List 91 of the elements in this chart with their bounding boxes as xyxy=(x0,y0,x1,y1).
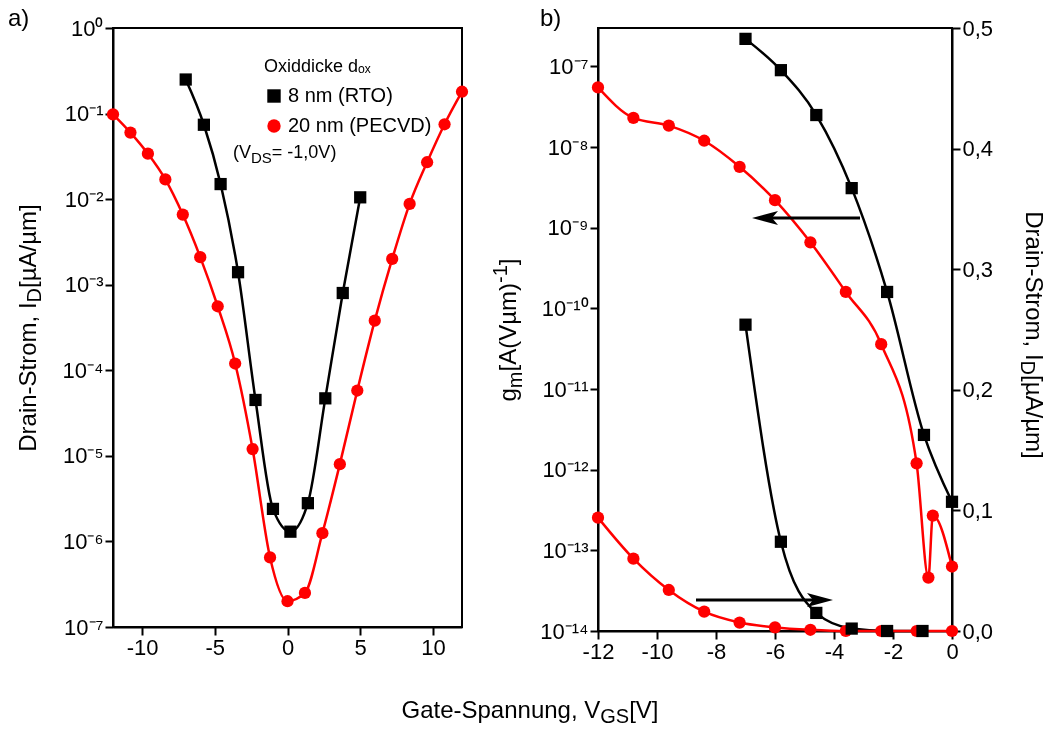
point xyxy=(662,119,675,132)
x-tick-label: 5 xyxy=(354,634,367,660)
point xyxy=(591,81,605,94)
legend-title: Oxiddicke dₒₓ xyxy=(264,56,371,76)
point xyxy=(266,502,280,516)
point xyxy=(159,173,172,186)
point xyxy=(875,338,888,351)
y-tick-label: 10⁻¹⁰ xyxy=(541,295,589,321)
point xyxy=(263,551,277,564)
y-tick-label: 10⁻¹² xyxy=(542,457,589,483)
point xyxy=(768,194,782,207)
point xyxy=(106,108,120,121)
y-tick-label: 10⁻³ xyxy=(64,272,104,298)
point xyxy=(627,111,640,125)
point xyxy=(368,314,381,327)
y-tick-label: 10⁻⁷ xyxy=(549,53,589,79)
point xyxy=(420,156,434,169)
point xyxy=(945,560,959,573)
point xyxy=(733,160,746,173)
point xyxy=(231,266,245,279)
point xyxy=(880,285,894,299)
y2-tick-label: 0,4 xyxy=(962,136,994,162)
x-tick-label: -6 xyxy=(765,638,786,664)
point xyxy=(910,457,923,470)
x-tick-label: -10 xyxy=(126,634,159,660)
y-tick-label: 10⁻¹ xyxy=(64,101,104,127)
x-axis-title: Gate-Spannung, V$_{GS}$[V] xyxy=(401,695,659,729)
point xyxy=(246,442,259,456)
point xyxy=(176,208,189,221)
point xyxy=(211,300,224,313)
annotation: (V$_{DS}$= -1,0V) xyxy=(233,142,337,166)
point xyxy=(810,108,823,122)
point xyxy=(386,252,399,266)
y-tick-label: 10⁻⁹ xyxy=(547,215,589,241)
point xyxy=(301,497,314,510)
point xyxy=(455,85,469,98)
y-tick-label: 10⁻⁶ xyxy=(62,528,104,554)
point xyxy=(917,428,931,442)
point xyxy=(774,64,788,77)
point xyxy=(839,285,852,299)
point xyxy=(229,357,242,370)
y-tick-label: 10⁻⁷ xyxy=(64,614,104,640)
legend-label: 8 nm (RTO) xyxy=(288,84,393,106)
y-tick-label: 10⁻² xyxy=(64,186,104,212)
y2-tick-label: 0,5 xyxy=(962,15,994,41)
x-tick-label: 0 xyxy=(946,638,959,664)
point xyxy=(354,191,367,204)
point xyxy=(316,527,329,540)
point xyxy=(284,525,297,538)
x-tick-label: -8 xyxy=(706,638,727,664)
point xyxy=(698,134,711,147)
point xyxy=(124,126,137,139)
point xyxy=(804,236,817,249)
point xyxy=(845,182,858,195)
x-tick-label: 10 xyxy=(421,634,446,660)
point xyxy=(141,147,155,160)
point xyxy=(197,118,211,131)
x-tick-label: 0 xyxy=(281,634,295,660)
point xyxy=(351,384,364,397)
point xyxy=(249,393,262,407)
y-tick-label: 10⁰ xyxy=(71,15,104,41)
point xyxy=(403,197,416,211)
x-tick-label: -5 xyxy=(205,634,226,660)
y2-tick-label: 0,1 xyxy=(962,497,994,523)
y-tick-label: 10⁻⁵ xyxy=(62,443,104,469)
point xyxy=(739,32,752,45)
x-tick-label: -2 xyxy=(883,638,904,664)
point xyxy=(926,509,939,522)
point xyxy=(336,286,349,300)
point xyxy=(194,251,207,264)
chart-title: a) xyxy=(8,4,30,32)
point xyxy=(945,495,959,508)
point xyxy=(214,177,227,191)
chart-title: b) xyxy=(540,4,562,32)
y2-tick-label: 0,2 xyxy=(962,377,994,403)
point xyxy=(922,571,935,584)
y2-tick-label: 0,0 xyxy=(962,618,994,644)
point xyxy=(438,118,451,131)
point xyxy=(179,73,192,86)
point xyxy=(298,586,312,600)
point xyxy=(319,392,332,405)
point xyxy=(281,595,294,608)
legend-label: 20 nm (PECVD) xyxy=(288,114,432,136)
x-tick-label: -4 xyxy=(824,638,845,664)
y-tick-label: 10⁻¹¹ xyxy=(542,376,589,402)
y-tick-label: 10⁻⁴ xyxy=(62,357,104,383)
y-tick-label: 10⁻¹³ xyxy=(542,537,589,563)
y-tick-label: 10⁻⁸ xyxy=(547,134,589,160)
x-tick-label: -10 xyxy=(641,638,674,664)
y2-tick-label: 0,3 xyxy=(962,256,994,282)
point xyxy=(333,458,346,471)
